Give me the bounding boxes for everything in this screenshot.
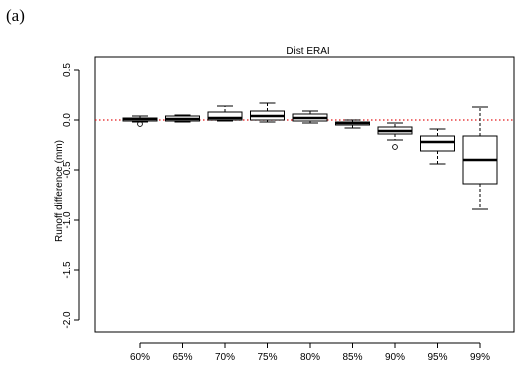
box-80pct <box>292 110 328 124</box>
x-tick-label: 80% <box>300 352 320 363</box>
x-tick-label: 60% <box>130 352 150 363</box>
y-tick-label: -2.0 <box>62 311 73 329</box>
x-tick-label: 95% <box>427 352 447 363</box>
y-tick-label: -0.5 <box>62 161 73 179</box>
box-65pct <box>165 114 200 123</box>
y-tick-label: 0.5 <box>62 63 73 77</box>
box-75pct <box>250 102 285 123</box>
x-tick-label: 99% <box>470 352 490 363</box>
box-85pct <box>335 119 370 129</box>
iqr-box <box>420 135 455 152</box>
y-tick-label: -1.0 <box>62 211 73 229</box>
outlier-point <box>137 121 143 127</box>
outlier-point <box>392 144 398 150</box>
x-tick-label: 65% <box>172 352 192 363</box>
y-tick-label: -1.5 <box>62 261 73 279</box>
box-95pct <box>420 128 455 165</box>
box-60pct <box>122 115 158 127</box>
iqr-box <box>207 111 243 121</box>
x-tick-label: 85% <box>342 352 362 363</box>
plot-frame <box>94 56 515 333</box>
y-tick-label: 0.0 <box>62 113 73 127</box>
y-axis-label: Runoff difference (mm) <box>54 140 65 242</box>
box-90pct <box>377 122 413 150</box>
plot-area: -2.0 -1.5 -1.0 -0.5 0.0 0.5 60% 65% 70% 75% 80% 85%… <box>62 56 515 363</box>
x-tick-label: 75% <box>257 352 277 363</box>
panel-label: (a) <box>6 6 25 25</box>
box-99pct <box>462 106 498 210</box>
x-tick-label: 70% <box>215 352 235 363</box>
chart-title: Dist ERAI <box>286 46 329 57</box>
box-70pct <box>207 105 243 122</box>
x-tick-label: 90% <box>385 352 405 363</box>
